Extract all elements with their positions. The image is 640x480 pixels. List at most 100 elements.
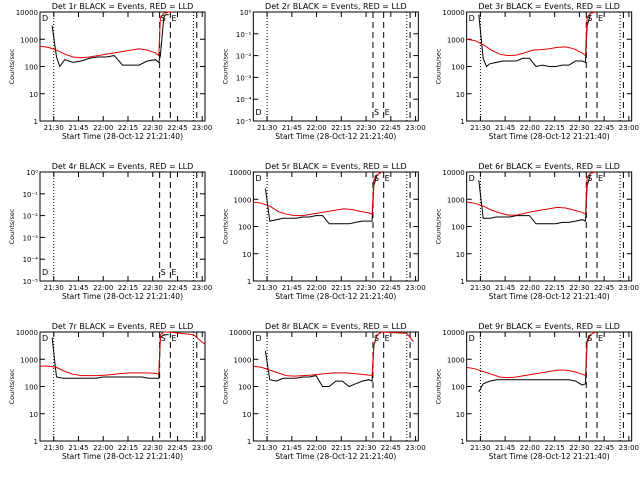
x-tick-label: 22:15 <box>331 124 351 132</box>
y-tick-label: 10 <box>29 411 38 419</box>
y-tick-label: 10 <box>456 91 465 99</box>
end-label-e: E <box>171 334 176 343</box>
x-tick-label: 22:45 <box>167 124 187 132</box>
x-tick-label: 22:00 <box>93 444 113 452</box>
x-tick-label: 22:00 <box>306 284 326 292</box>
x-tick-label: 22:15 <box>545 124 565 132</box>
y-tick-label: 10000 <box>16 9 38 17</box>
panel-title: Det 7r BLACK = Events, RED = LLD <box>52 322 194 331</box>
x-tick-label: 23:00 <box>192 444 212 452</box>
start-label-s: S <box>161 334 166 343</box>
x-tick-label: 22:15 <box>331 284 351 292</box>
x-axis-label: Start Time (28-Oct-12 21:21:40) <box>275 452 396 461</box>
detector-label-d: D <box>42 268 48 277</box>
y-axis-label: Counts/sec <box>221 48 229 84</box>
y-tick-label: 10⁻³ <box>236 74 252 82</box>
y-tick-label: 10 <box>456 251 465 259</box>
y-tick-label: 1000 <box>234 356 252 364</box>
x-tick-label: 22:15 <box>545 284 565 292</box>
x-tick-label: 22:15 <box>545 444 565 452</box>
plot-frame <box>39 11 206 122</box>
y-tick-label: 100 <box>25 64 38 72</box>
y-tick-label: 10⁰ <box>26 169 38 177</box>
y-tick-label: 10000 <box>229 169 251 177</box>
detector-label-d: D <box>255 334 261 343</box>
events-series-line <box>264 174 378 225</box>
panel-4: Det 4r BLACK = Events, RED = LLD 10⁻⁵ 10⁻⁴… <box>8 162 212 301</box>
y-tick-label: 10⁻⁴ <box>23 256 39 264</box>
panel-title: Det 8r BLACK = Events, RED = LLD <box>265 322 407 331</box>
start-label-s: S <box>587 14 592 23</box>
x-axis-label: Start Time (28-Oct-12 21:21:40) <box>275 132 396 141</box>
x-axis-label: Start Time (28-Oct-12 21:21:40) <box>62 292 183 301</box>
x-tick-label: 21:45 <box>68 444 88 452</box>
panel-7: Det 7r BLACK = Events, RED = LLD 1 10 100 10… <box>8 322 212 461</box>
detector-label-d: D <box>42 334 48 343</box>
x-tick-label: 22:30 <box>356 444 376 452</box>
x-tick-label: 22:00 <box>306 444 326 452</box>
panel-5: Det 5r BLACK = Events, RED = LLD 1 10 100 10… <box>221 162 425 301</box>
detector-label-d: D <box>469 174 475 183</box>
end-label-e: E <box>385 334 390 343</box>
panel-6: Det 6r BLACK = Events, RED = LLD 1 10 100 10… <box>435 162 639 301</box>
y-axis-label: Counts/sec <box>221 368 229 404</box>
y-axis-label: Counts/sec <box>435 208 443 244</box>
events-series-line <box>51 14 169 68</box>
panel-title: Det 5r BLACK = Events, RED = LLD <box>265 162 407 171</box>
y-tick-label: 1 <box>247 438 251 446</box>
y-tick-label: 1000 <box>234 196 252 204</box>
y-tick-label: 10⁻² <box>23 213 39 221</box>
end-label-e: E <box>171 268 176 277</box>
y-tick-label: 10⁻² <box>236 53 252 61</box>
y-tick-label: 10⁻¹ <box>236 31 252 39</box>
x-tick-label: 21:45 <box>495 444 515 452</box>
end-label-e: E <box>385 174 390 183</box>
y-tick-label: 10000 <box>16 329 38 337</box>
y-axis-label: Counts/sec <box>8 208 16 244</box>
y-tick-label: 100 <box>451 224 464 232</box>
x-tick-label: 22:00 <box>306 124 326 132</box>
panel-title: Det 2r BLACK = Events, RED = LLD <box>265 2 407 11</box>
x-axis-label: Start Time (28-Oct-12 21:21:40) <box>62 452 183 461</box>
y-tick-label: 100 <box>25 384 38 392</box>
end-label-e: E <box>598 174 603 183</box>
start-label-s: S <box>374 108 379 117</box>
x-tick-label: 22:30 <box>569 284 589 292</box>
events-series-line <box>478 14 591 68</box>
y-tick-label: 100 <box>238 224 251 232</box>
y-tick-label: 10 <box>29 91 38 99</box>
detector-label-d: D <box>469 14 475 23</box>
x-tick-label: 23:00 <box>192 124 212 132</box>
y-tick-label: 10000 <box>442 329 464 337</box>
x-tick-label: 21:30 <box>44 284 64 292</box>
events-series-line <box>264 334 378 388</box>
panel-title: Det 3r BLACK = Events, RED = LLD <box>478 2 620 11</box>
x-tick-label: 21:45 <box>282 444 302 452</box>
y-tick-label: 1 <box>460 118 464 126</box>
x-tick-label: 22:15 <box>331 444 351 452</box>
x-tick-label: 22:30 <box>143 284 163 292</box>
detector-label-d: D <box>255 174 261 183</box>
y-tick-label: 10 <box>456 411 465 419</box>
y-tick-label: 1000 <box>447 36 465 44</box>
x-tick-label: 21:30 <box>470 124 490 132</box>
y-tick-label: 10 <box>242 411 251 419</box>
y-axis-label: Counts/sec <box>8 48 16 84</box>
y-tick-label: 10⁻⁵ <box>23 278 39 286</box>
y-tick-label: 1000 <box>447 196 465 204</box>
x-tick-label: 21:45 <box>68 124 88 132</box>
y-tick-label: 1000 <box>20 36 38 44</box>
y-tick-label: 1 <box>34 438 38 446</box>
plot-frame <box>39 171 206 282</box>
x-tick-label: 22:00 <box>520 284 540 292</box>
start-label-s: S <box>374 174 379 183</box>
x-tick-label: 22:15 <box>118 284 138 292</box>
plot-frame <box>252 11 419 122</box>
x-tick-label: 22:30 <box>356 284 376 292</box>
end-label-e: E <box>171 14 176 23</box>
x-tick-label: 23:00 <box>405 444 425 452</box>
lld-series-line <box>466 11 596 57</box>
x-tick-label: 21:30 <box>470 284 490 292</box>
plot-frame <box>252 331 419 442</box>
